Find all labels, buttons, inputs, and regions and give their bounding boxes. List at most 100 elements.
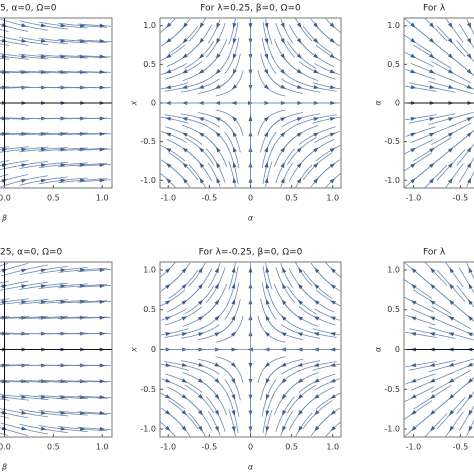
streamline	[77, 55, 112, 58]
arrowhead	[468, 425, 473, 432]
x-tick-label: 1.0	[326, 443, 339, 452]
streamline	[295, 262, 313, 287]
arrowhead	[314, 267, 320, 274]
streamline	[466, 419, 474, 436]
streamline	[0, 364, 10, 366]
arrowhead	[410, 378, 417, 383]
streamline	[405, 373, 436, 385]
streamline	[295, 18, 313, 42]
streamline	[404, 34, 433, 54]
arrowhead	[216, 162, 221, 168]
streamline	[286, 137, 317, 165]
arrowhead	[181, 84, 188, 89]
arrowhead	[199, 177, 205, 184]
streamline	[0, 398, 10, 401]
streamline	[207, 162, 221, 187]
arrowhead	[181, 316, 188, 321]
streamline	[314, 308, 340, 321]
arrowhead	[232, 53, 237, 60]
streamline	[0, 146, 10, 149]
arrowhead	[297, 394, 304, 400]
arrowhead	[181, 117, 188, 122]
streamline	[205, 267, 226, 303]
streamline	[312, 363, 341, 371]
arrowhead	[99, 39, 106, 44]
arrowhead	[21, 54, 28, 59]
arrowhead	[447, 147, 454, 153]
arrowhead	[329, 178, 335, 184]
streamline	[77, 301, 112, 304]
arrowhead	[265, 298, 270, 305]
streamline	[161, 378, 187, 391]
arrowhead	[248, 362, 253, 369]
arrowhead	[165, 410, 171, 416]
streamline	[184, 384, 215, 414]
arrowhead	[60, 268, 67, 273]
x-axis-label: β	[1, 214, 7, 223]
arrowhead	[214, 84, 221, 89]
arrowhead	[330, 267, 336, 274]
arrowhead	[165, 53, 172, 59]
arrowhead	[429, 378, 436, 383]
streamline	[275, 396, 296, 432]
arrowhead	[231, 282, 236, 289]
streamline	[161, 308, 187, 321]
streamline	[77, 39, 112, 42]
streamline	[267, 358, 304, 379]
arrowhead	[314, 425, 320, 432]
streamline	[260, 366, 281, 401]
arrowhead	[313, 84, 320, 89]
arrowhead	[99, 299, 106, 304]
panel-title: 25, α=0, Ω=0	[0, 248, 63, 258]
streamline	[424, 164, 448, 188]
streamline	[286, 41, 317, 69]
panel-title: For λ	[423, 4, 446, 14]
arrowhead	[330, 425, 336, 432]
arrowhead	[467, 177, 471, 184]
arrowhead	[165, 300, 171, 305]
arrowhead	[21, 426, 27, 431]
plot-area	[0, 262, 112, 437]
y-tick-label: 0	[151, 345, 156, 354]
streamline	[0, 280, 9, 284]
x-tick-label: 0.5	[47, 443, 60, 452]
arrowhead	[410, 147, 416, 153]
arrowhead	[198, 283, 203, 290]
streamline	[315, 44, 341, 62]
arrowhead	[330, 394, 336, 399]
y-tick-label: 1.0	[387, 21, 400, 30]
streamline	[0, 118, 10, 120]
arrowhead	[448, 299, 455, 305]
streamline	[317, 27, 341, 47]
y-tick-label: -0.5	[384, 385, 400, 394]
arrowhead	[215, 146, 221, 153]
arrowhead	[214, 394, 220, 400]
arrowhead	[80, 132, 86, 137]
arrowhead	[265, 410, 270, 417]
y-tick-label: 0.5	[387, 305, 400, 314]
arrowhead	[181, 362, 188, 367]
arrowhead	[447, 69, 454, 74]
streamline	[224, 131, 240, 169]
arrowhead	[448, 394, 455, 400]
arrowhead	[198, 409, 203, 416]
streamline	[0, 415, 9, 419]
arrowhead	[40, 23, 47, 28]
arrowhead	[410, 116, 417, 121]
streamline	[317, 271, 341, 292]
arrowhead	[280, 177, 285, 184]
arrowhead	[214, 267, 219, 274]
arrowhead	[21, 132, 28, 137]
arrowhead	[264, 53, 269, 60]
arrowhead	[21, 284, 27, 289]
arrowhead	[411, 283, 417, 289]
arrowhead	[165, 394, 171, 399]
streamline	[262, 22, 275, 60]
arrowhead	[99, 379, 106, 384]
streamline	[296, 326, 337, 338]
arrowhead	[280, 117, 287, 122]
arrowhead	[429, 362, 436, 367]
streamline	[404, 400, 433, 420]
arrowhead	[230, 331, 237, 337]
streamline	[0, 333, 10, 335]
